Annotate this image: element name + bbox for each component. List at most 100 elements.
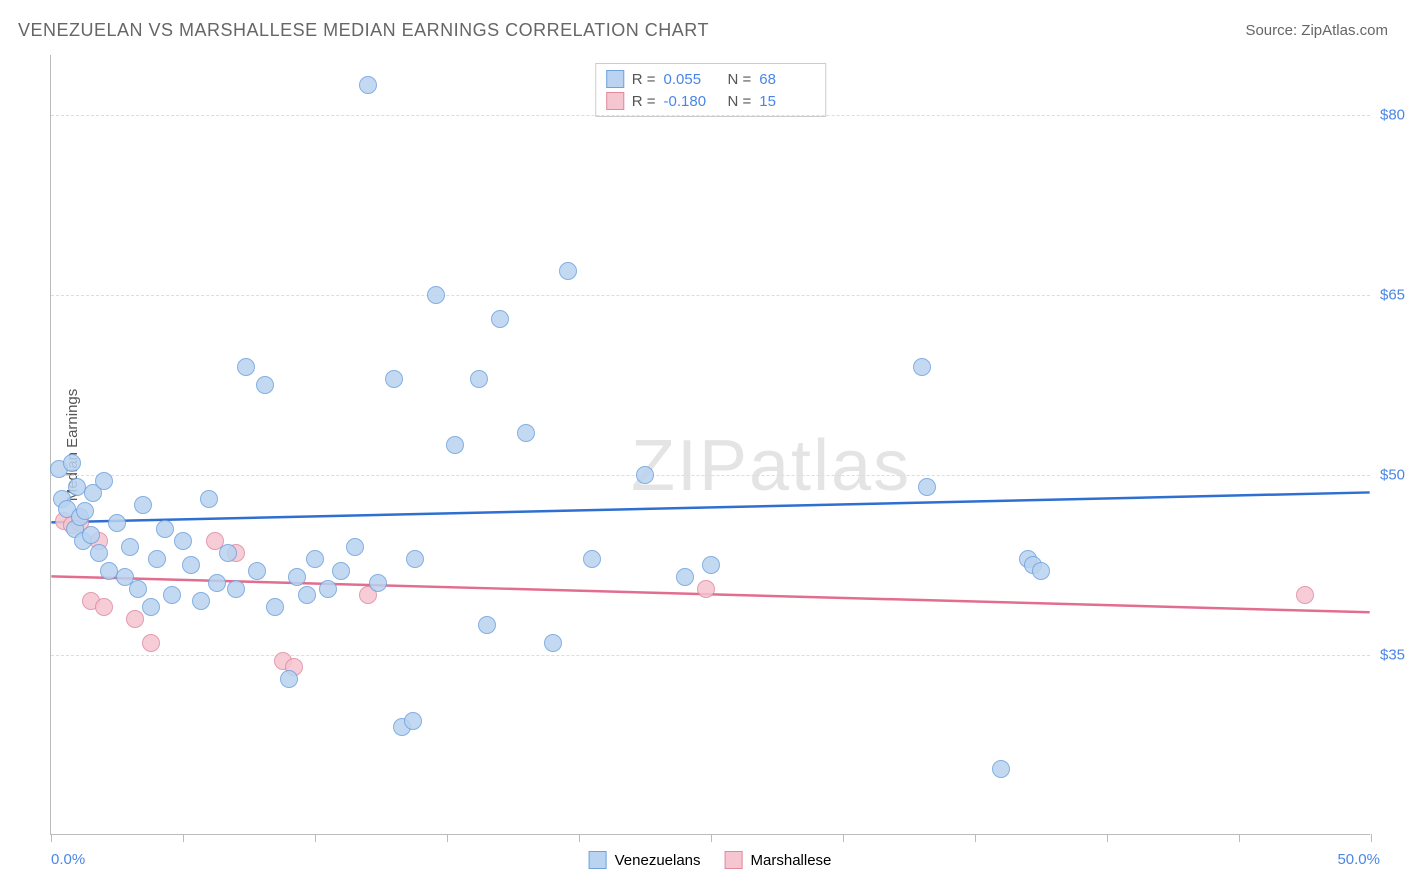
data-point-marshallese [142,634,160,652]
watermark-atlas: atlas [749,426,911,506]
data-point-venezuelans [266,598,284,616]
swatch-marshallese [725,851,743,869]
data-point-venezuelans [227,580,245,598]
data-point-venezuelans [163,586,181,604]
chart-header: VENEZUELAN VS MARSHALLESE MEDIAN EARNING… [18,20,1388,41]
data-point-venezuelans [280,670,298,688]
data-point-venezuelans [478,616,496,634]
legend-row-marshallese: R = -0.180 N = 15 [606,90,816,112]
data-point-venezuelans [306,550,324,568]
y-tick-label: $35,000 [1380,647,1406,664]
swatch-venezuelans [606,70,624,88]
gridline [51,115,1370,116]
data-point-venezuelans [992,760,1010,778]
data-point-venezuelans [248,562,266,580]
n-value-venezuelans: 68 [759,71,815,88]
data-point-venezuelans [491,310,509,328]
data-point-venezuelans [237,358,255,376]
x-tick [843,834,844,842]
data-point-venezuelans [182,556,200,574]
x-tick [51,834,52,842]
data-point-venezuelans [369,574,387,592]
data-point-venezuelans [406,550,424,568]
r-label: R = [632,93,656,110]
r-label: R = [632,71,656,88]
x-tick [183,834,184,842]
x-tick-label: 50.0% [1337,851,1380,868]
gridline [51,295,1370,296]
data-point-venezuelans [544,634,562,652]
swatch-venezuelans [589,851,607,869]
data-point-venezuelans [346,538,364,556]
gridline [51,475,1370,476]
data-point-venezuelans [148,550,166,568]
data-point-venezuelans [319,580,337,598]
legend-item-venezuelans: Venezuelans [589,851,701,869]
data-point-venezuelans [82,526,100,544]
trendlines-svg [51,55,1370,834]
data-point-venezuelans [256,376,274,394]
plot-wrapper: Median Earnings ZIPatlas R = 0.055 N = 6… [50,55,1370,835]
data-point-venezuelans [583,550,601,568]
legend-item-marshallese: Marshallese [725,851,832,869]
data-point-venezuelans [90,544,108,562]
data-point-venezuelans [192,592,210,610]
series-legend: Venezuelans Marshallese [589,851,832,869]
data-point-venezuelans [676,568,694,586]
watermark: ZIPatlas [631,425,911,507]
data-point-venezuelans [517,424,535,442]
data-point-venezuelans [427,286,445,304]
data-point-venezuelans [208,574,226,592]
legend-label-venezuelans: Venezuelans [615,852,701,869]
x-tick [975,834,976,842]
data-point-venezuelans [918,478,936,496]
x-tick [711,834,712,842]
data-point-marshallese [95,598,113,616]
data-point-venezuelans [108,514,126,532]
legend-label-marshallese: Marshallese [751,852,832,869]
gridline [51,655,1370,656]
data-point-venezuelans [470,370,488,388]
y-tick-label: $65,000 [1380,287,1406,304]
plot-area: ZIPatlas R = 0.055 N = 68 R = -0.180 N =… [50,55,1370,835]
x-tick [579,834,580,842]
data-point-venezuelans [121,538,139,556]
x-tick [447,834,448,842]
x-tick [1371,834,1372,842]
data-point-marshallese [1296,586,1314,604]
data-point-venezuelans [95,472,113,490]
trendline [51,492,1369,522]
data-point-venezuelans [385,370,403,388]
correlation-legend: R = 0.055 N = 68 R = -0.180 N = 15 [595,63,827,117]
data-point-marshallese [126,610,144,628]
y-tick-label: $50,000 [1380,467,1406,484]
data-point-venezuelans [134,496,152,514]
r-value-venezuelans: 0.055 [664,71,720,88]
data-point-venezuelans [332,562,350,580]
data-point-venezuelans [174,532,192,550]
x-tick [1107,834,1108,842]
r-value-marshallese: -0.180 [664,93,720,110]
data-point-venezuelans [359,76,377,94]
data-point-venezuelans [298,586,316,604]
x-tick [1239,834,1240,842]
data-point-venezuelans [446,436,464,454]
data-point-venezuelans [1032,562,1050,580]
x-tick [315,834,316,842]
chart-title: VENEZUELAN VS MARSHALLESE MEDIAN EARNING… [18,20,709,41]
data-point-venezuelans [142,598,160,616]
data-point-venezuelans [63,454,81,472]
x-tick-label: 0.0% [51,851,85,868]
data-point-marshallese [697,580,715,598]
y-tick-label: $80,000 [1380,107,1406,124]
data-point-venezuelans [76,502,94,520]
data-point-venezuelans [702,556,720,574]
data-point-venezuelans [129,580,147,598]
data-point-venezuelans [219,544,237,562]
n-label: N = [728,93,752,110]
data-point-venezuelans [559,262,577,280]
data-point-venezuelans [156,520,174,538]
n-label: N = [728,71,752,88]
n-value-marshallese: 15 [759,93,815,110]
data-point-venezuelans [200,490,218,508]
